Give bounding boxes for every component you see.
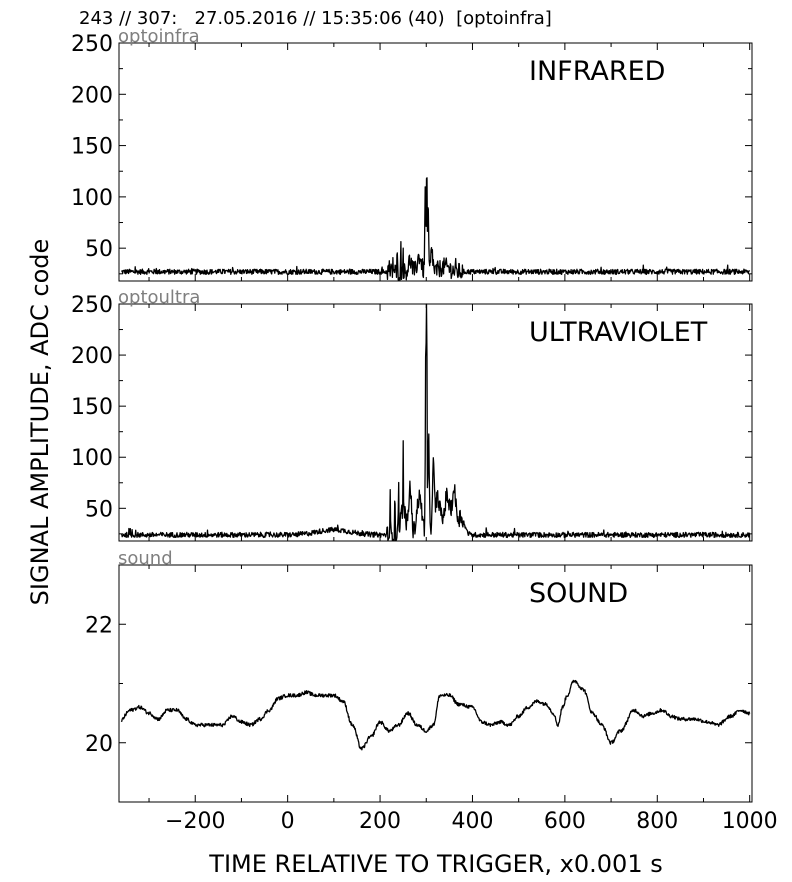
x-tick-label: −200 [165, 809, 225, 834]
y-tick-label: 22 [85, 613, 113, 638]
x-tick-label: 0 [281, 809, 295, 834]
y-tick-label: 200 [71, 344, 113, 369]
figure-header: 243 // 307: 27.05.2016 // 15:35:06 (40) … [79, 8, 552, 29]
panel-title: SOUND [529, 578, 628, 609]
y-tick-label: 100 [71, 186, 113, 211]
panel-optoinfra: 50 100 150 200 250 optoinfra INFRARED [71, 26, 753, 282]
y-tick-label: 200 [71, 83, 113, 108]
plot-frame [118, 303, 753, 542]
signal-trace-sound [120, 679, 751, 751]
panel-tag: optoinfra [118, 26, 200, 47]
plot-frame [118, 42, 753, 282]
x-tick-label: 200 [359, 809, 401, 834]
y-tick-label: 250 [71, 32, 113, 57]
y-tick-label: 150 [71, 135, 113, 160]
x-axis-label: TIME RELATIVE TO TRIGGER, x0.001 s [208, 850, 662, 878]
x-tick-label: 400 [451, 809, 493, 834]
signal-trace-optoultra [120, 303, 751, 542]
y-tick-label: 50 [85, 497, 113, 522]
y-tick-label: 50 [85, 237, 113, 262]
panel-title: ULTRAVIOLET [529, 317, 708, 348]
x-tick-label: 800 [636, 809, 678, 834]
panel-optoultra: 50 100 150 200 250 optoultra ULTRAVIOLET [71, 287, 753, 542]
y-tick-label: 150 [71, 395, 113, 420]
x-tick-label: 600 [544, 809, 586, 834]
x-tick-label: 1000 [722, 809, 778, 834]
plot-frame [118, 564, 753, 803]
panel-sound: 20 22 −200 0 200 400 600 800 1000 sound SOUND [85, 548, 778, 834]
y-tick-label: 100 [71, 446, 113, 471]
y-tick-label: 250 [71, 293, 113, 318]
y-tick-label: 20 [85, 732, 113, 757]
panel-tag: sound [118, 548, 173, 569]
y-axis-label: SIGNAL AMPLITUDE, ADC code [26, 239, 54, 606]
panel-title: INFRARED [529, 56, 665, 87]
signal-trace-optoinfra [121, 177, 751, 281]
panel-tag: optoultra [118, 287, 200, 308]
